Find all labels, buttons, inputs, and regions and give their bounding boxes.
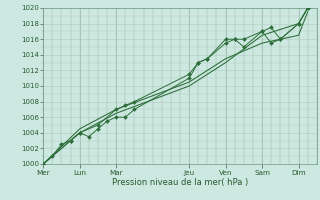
X-axis label: Pression niveau de la mer( hPa ): Pression niveau de la mer( hPa ) <box>112 178 248 187</box>
